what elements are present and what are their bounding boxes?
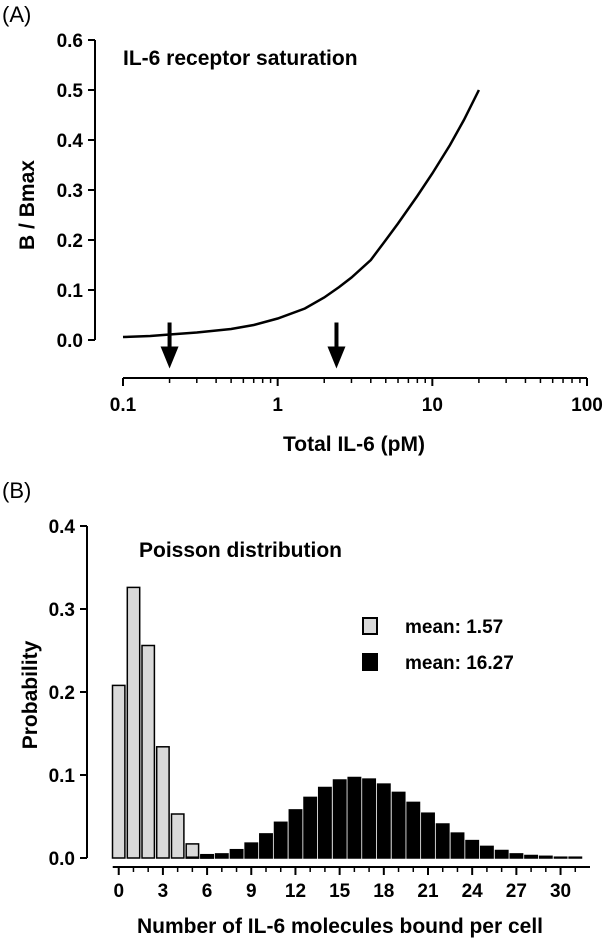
panel-b-bar-mean-1-57 — [155, 746, 170, 859]
panel-b-bar-mean-16-27 — [259, 833, 273, 859]
panel-a-label: (A) — [2, 2, 31, 27]
panel-a-y-tick-label: 0.0 — [57, 331, 83, 352]
panel-a-title: IL-6 receptor saturation — [123, 47, 358, 70]
panel-b-bar-mean-1-57 — [141, 644, 156, 859]
panel-b-bar-mean-16-27 — [376, 783, 391, 859]
panel-b-y-tick-label: 0.0 — [49, 849, 75, 870]
panel-b-bar-mean-16-27 — [185, 856, 200, 859]
panel-b-bar-mean-16-27 — [538, 855, 553, 859]
panel-b-bar-mean-16-27 — [406, 801, 421, 859]
panel-b-legend: mean: 1.57 mean: 16.27 — [362, 617, 514, 674]
panel-b-legend-swatch — [362, 653, 378, 671]
panel-a-line-chart: (A) IL-6 receptor saturation B / Bmax To… — [2, 2, 603, 456]
panel-b-y-tick-label: 0.2 — [49, 683, 75, 704]
panel-b-bar-mean-16-27 — [450, 832, 465, 859]
panel-b-bar-mean-16-27 — [332, 779, 347, 859]
panel-a-down-arrow-head — [327, 346, 346, 369]
panel-b-bar-mean-1-57 — [126, 586, 141, 859]
panel-b-bar-mean-16-27 — [229, 848, 244, 859]
panel-a-x-tick-label: 0.1 — [110, 395, 137, 416]
panel-b-x-tick-label: 6 — [202, 881, 213, 902]
panel-b-label: (B) — [2, 478, 31, 503]
panel-a-y-tick-label: 0.3 — [57, 181, 83, 202]
panel-b-bar-mean-16-27 — [200, 854, 215, 859]
panel-a-y-tick-label: 0.4 — [57, 131, 84, 152]
panel-b-x-tick-label: 3 — [158, 881, 169, 902]
panel-b-bar-mean-16-27 — [524, 854, 539, 859]
panel-b-bar-mean-16-27 — [479, 845, 494, 859]
panel-a-y-tick-label: 0.1 — [57, 281, 84, 302]
panel-b-bar-mean-1-57 — [111, 684, 126, 859]
panel-a-x-tick-label: 10 — [422, 395, 443, 416]
panel-a-x-tick-label: 1 — [272, 395, 283, 416]
panel-b-bar-mean-16-27 — [347, 776, 362, 859]
panel-b-x-tick-label: 24 — [462, 881, 484, 902]
panel-b-bar-mean-16-27 — [391, 791, 406, 859]
panel-b-bar-mean-1-57 — [185, 843, 200, 859]
panel-b-bar-mean-16-27 — [214, 853, 229, 859]
panel-b-x-tick-label: 9 — [246, 881, 257, 902]
panel-b-y-tick-label: 0.1 — [49, 766, 76, 787]
panel-a-y-tick-label: 0.5 — [57, 81, 84, 102]
panel-b-title: Poisson distribution — [139, 539, 342, 562]
panel-b-x-axis-title: Number of IL-6 molecules bound per cell — [137, 915, 543, 938]
panel-b-y-axis-title: Probability — [19, 640, 42, 749]
panel-b-x-tick-label: 30 — [550, 881, 571, 902]
panel-a-x-axis-title: Total IL-6 (pM) — [283, 433, 425, 456]
panel-b-bar-mean-16-27 — [494, 849, 509, 859]
panel-b-axes: 0.0 0.1 0.2 0.3 0.4 0 3 6 9 12 15 18 21 24 27 30 — [49, 517, 590, 902]
panel-a-y-tick-label: 0.6 — [57, 31, 83, 52]
panel-b-legend-label: mean: 1.57 — [405, 617, 503, 638]
panel-b-bar-mean-16-27 — [568, 856, 583, 859]
panel-a-saturation-curve — [122, 89, 481, 339]
panel-a-axes: 0.0 0.1 0.2 0.3 0.4 0.5 0.6 0.1 1 10 100 — [57, 31, 603, 416]
panel-b-bar-mean-16-27 — [553, 856, 568, 859]
panel-b-bar-mean-16-27 — [465, 839, 480, 859]
panel-b-x-tick-label: 27 — [506, 881, 527, 902]
panel-b-x-tick-label: 21 — [417, 881, 439, 902]
panel-b-x-tick-label: 15 — [329, 881, 351, 902]
panel-b-x-tick-label: 12 — [285, 881, 306, 902]
panel-b-bar-mean-16-27 — [273, 821, 288, 859]
panel-b-bar-mean-1-57 — [170, 813, 185, 859]
panel-a-x-tick-label: 100 — [571, 395, 603, 416]
panel-a-y-tick-label: 0.2 — [57, 231, 83, 252]
panel-b-bar-chart: (B) Poisson distribution Probability Num… — [2, 478, 590, 938]
panel-b-bar-mean-16-27 — [509, 853, 524, 859]
panel-b-y-tick-label: 0.4 — [49, 517, 76, 538]
panel-b-legend-label: mean: 16.27 — [405, 653, 514, 674]
panel-b-bar-mean-16-27 — [435, 823, 450, 859]
panel-b-bar-mean-16-27 — [362, 778, 377, 859]
panel-b-bar-mean-16-27 — [288, 809, 303, 859]
panel-b-x-tick-label: 0 — [113, 881, 124, 902]
panel-b-bar-mean-16-27 — [421, 812, 435, 859]
panel-b-bar-mean-16-27 — [244, 842, 259, 859]
panel-a-y-axis-title: B / Bmax — [16, 160, 39, 250]
panel-b-y-tick-label: 0.3 — [49, 600, 75, 621]
panel-b-bar-mean-16-27 — [317, 786, 332, 859]
panel-a-down-arrow-head — [160, 346, 179, 369]
panel-b-x-tick-label: 18 — [373, 881, 394, 902]
panel-b-legend-swatch — [362, 617, 378, 635]
panel-b-bar-mean-16-27 — [303, 796, 318, 859]
